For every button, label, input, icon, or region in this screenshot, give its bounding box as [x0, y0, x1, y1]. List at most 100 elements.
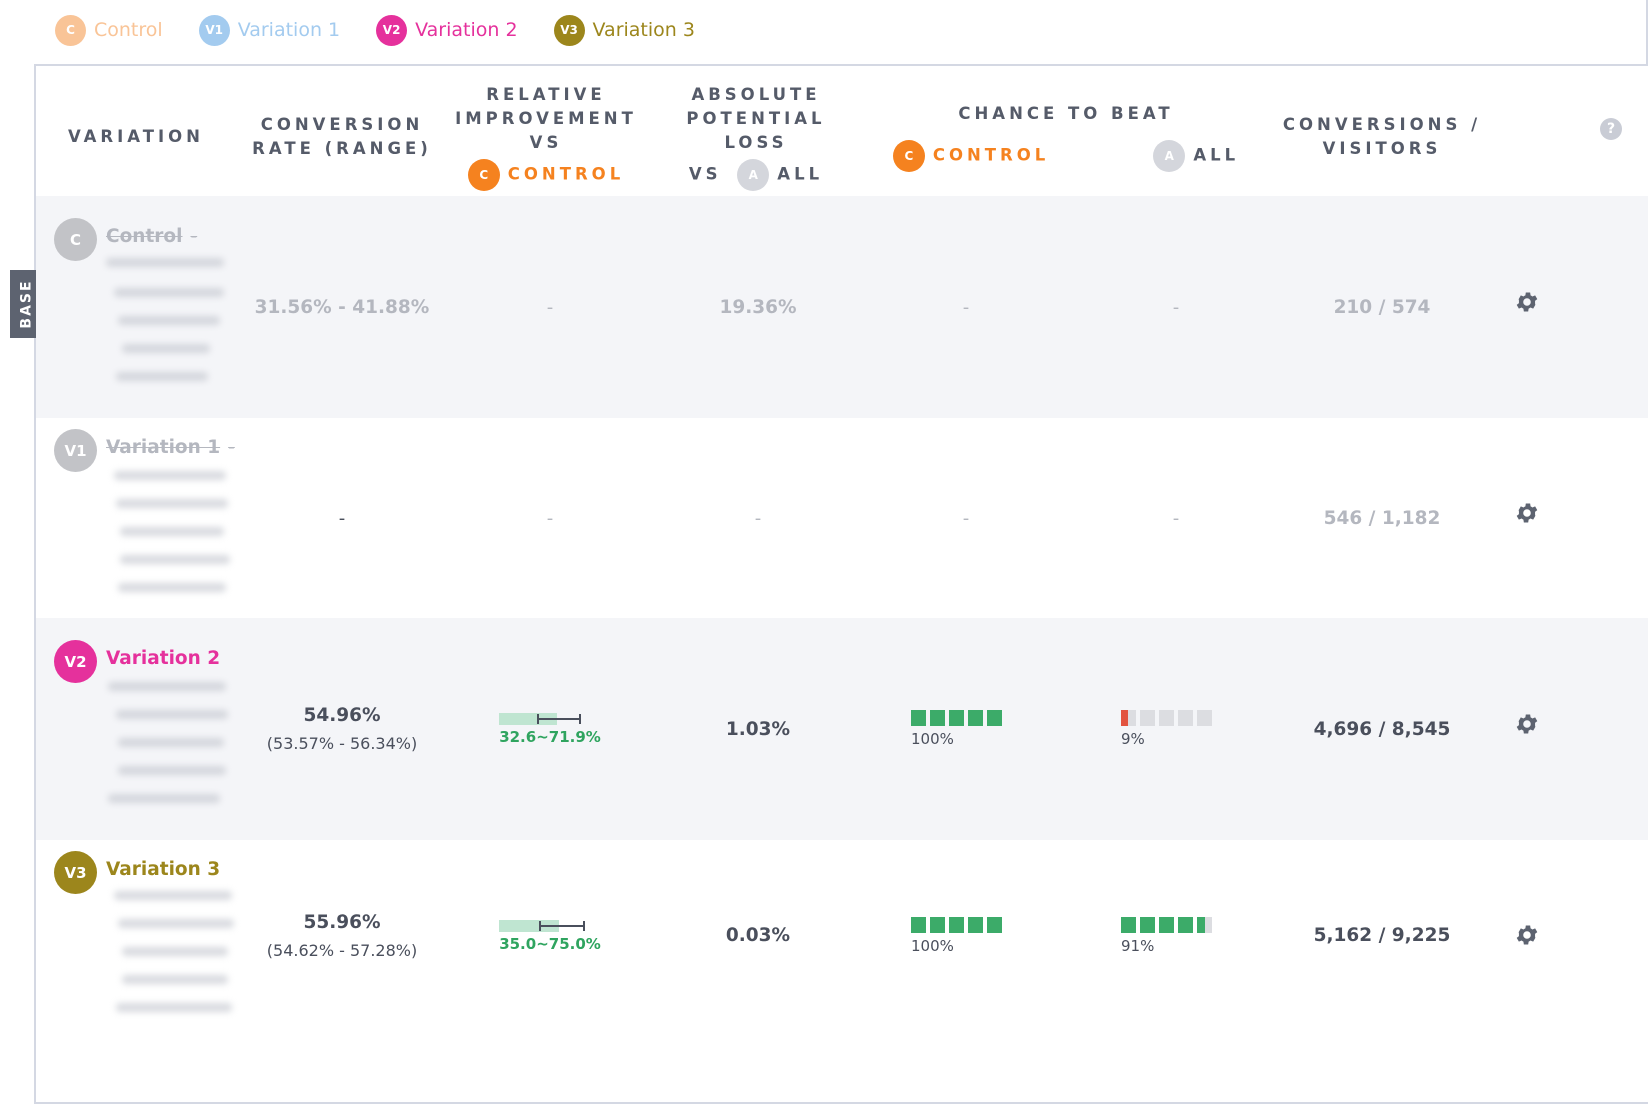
chance-blocks: [1121, 916, 1212, 933]
blurred-description: [108, 794, 220, 803]
chance-block: [968, 710, 983, 726]
control-badge: C: [892, 140, 925, 172]
absolute-loss: 1.03%: [725, 718, 791, 740]
chance-block-fill: [987, 916, 1002, 933]
chance-block: [949, 710, 964, 726]
gear-icon[interactable]: [1514, 711, 1540, 737]
chance-block: [911, 916, 926, 933]
improvement-label: 32.6~71.9%: [499, 728, 601, 746]
chance-block: [949, 916, 964, 933]
legend-badge: V1: [198, 14, 230, 46]
chance-block-fill: [968, 710, 983, 726]
blurred-description: [116, 710, 228, 719]
chance-to-beat-control: -: [962, 507, 970, 529]
chance-to-beat-control: 100%: [866, 829, 1066, 1042]
conversion-rate: 55.96% (54.62% - 57.28%): [266, 911, 418, 960]
variation-name[interactable]: Variation 2: [106, 648, 221, 669]
blurred-description: [116, 499, 228, 508]
blurred-description: [122, 947, 228, 956]
variation-badge: V3: [54, 851, 97, 894]
blurred-description: [118, 316, 220, 325]
conversions-visitors: 546 / 1,182: [1323, 507, 1441, 529]
legend-badge: V3: [553, 14, 585, 46]
chance-block-fill: [1121, 916, 1136, 933]
chance-block: [1121, 710, 1136, 726]
chance-label: 91%: [1121, 936, 1155, 955]
absolute-loss: 0.03%: [725, 925, 791, 946]
legend-label: Control: [94, 19, 163, 41]
relative-improvement: 32.6~71.9%: [450, 618, 650, 840]
improvement-range-bar: 32.6~71.9%: [499, 712, 601, 746]
chance-block: [1159, 916, 1174, 933]
conversions-visitors: 4,696 / 8,545: [1313, 718, 1451, 740]
legend-label: Variation 2: [415, 19, 518, 41]
improvement-range-bar: 35.0~75.0%: [499, 919, 601, 953]
chance-block: [968, 916, 983, 933]
conversions-visitors: 5,162 / 9,225: [1313, 925, 1451, 946]
gear-icon[interactable]: [1514, 500, 1540, 526]
gear-icon[interactable]: [1514, 922, 1540, 948]
chance-label: 100%: [911, 730, 954, 748]
variation-badge: V2: [54, 640, 97, 683]
chance-block: [1159, 710, 1174, 726]
legend-item-variation-1[interactable]: V1 Variation 1: [198, 14, 341, 46]
conversion-range: (54.62% - 57.28%): [266, 940, 418, 960]
conversion-rate: -: [338, 507, 346, 529]
control-badge: C: [467, 159, 500, 191]
blurred-description: [118, 738, 224, 747]
header-chance-to-beat: CHANCE TO BEAT C CONTROL A ALL: [866, 66, 1266, 208]
relative-improvement: -: [546, 507, 554, 529]
table-row: C Control - 31.56% - 41.88% - 19.36% - - …: [36, 196, 1648, 418]
blurred-description: [118, 583, 226, 592]
chance-block-fill: [949, 916, 964, 933]
gear-icon[interactable]: [1514, 289, 1540, 315]
chance-block: [1140, 916, 1155, 933]
chance-block-fill: [1140, 916, 1155, 933]
header-conversions-visitors: CONVERSIONS / VISITORS: [1282, 115, 1482, 158]
table-header: VARIATION CONVERSION RATE (RANGE) RELATI…: [36, 66, 1648, 208]
legend-label: Variation 1: [237, 19, 341, 41]
variation-badge: C: [54, 218, 97, 261]
header-variation: VARIATION: [68, 127, 204, 146]
legend-label: Variation 3: [592, 19, 695, 41]
blurred-description: [118, 919, 234, 928]
relative-improvement: 35.0~75.0%: [450, 829, 650, 1042]
chance-block-fill: [1159, 916, 1174, 933]
blurred-description: [116, 372, 208, 381]
legend-item-control[interactable]: C Control: [55, 14, 163, 46]
blurred-description: [122, 975, 228, 984]
chance-to-beat-all: 9%: [1076, 618, 1276, 840]
improvement-cap: [537, 714, 540, 724]
chance-block-fill: [949, 710, 964, 726]
blurred-description: [122, 344, 210, 353]
blurred-description: [120, 527, 224, 536]
improvement-cap: [539, 920, 542, 931]
blurred-description: [114, 471, 226, 480]
all-badge: A: [1153, 140, 1186, 172]
legend-item-variation-3[interactable]: V3 Variation 3: [553, 14, 695, 46]
improvement-cap: [579, 714, 582, 724]
chance-block-fill: [1178, 916, 1193, 933]
chance-to-beat-control: 100%: [866, 618, 1066, 840]
chance-blocks: [1121, 710, 1212, 726]
chance-block: [1178, 916, 1193, 933]
improvement-fill: [499, 713, 558, 725]
variation-name[interactable]: Control -: [106, 226, 198, 247]
chance-block-fill: [911, 916, 926, 933]
table-row: V1 Variation 1- - - - - - 546 / 1,182: [36, 407, 1648, 629]
absolute-loss: 19.36%: [719, 296, 797, 318]
conversion-rate: 54.96% (53.57% - 56.34%): [266, 705, 418, 753]
chance-block: [1121, 916, 1136, 933]
blurred-description: [114, 891, 232, 900]
chance-block: [930, 916, 945, 933]
conversion-rate: 31.56% - 41.88%: [254, 296, 430, 318]
conversions-visitors: 210 / 574: [1333, 296, 1431, 318]
variation-name[interactable]: Variation 3: [106, 859, 221, 880]
variation-name[interactable]: Variation 1-: [106, 437, 235, 458]
table-row: V3 Variation 3 55.96% (54.62% - 57.28%) …: [36, 829, 1648, 1042]
chance-to-beat-control: -: [962, 296, 970, 318]
improvement-cap: [583, 920, 586, 931]
legend-item-variation-2[interactable]: V2 Variation 2: [376, 14, 518, 46]
help-icon[interactable]: ?: [1600, 118, 1622, 140]
chance-block: [1197, 916, 1212, 933]
